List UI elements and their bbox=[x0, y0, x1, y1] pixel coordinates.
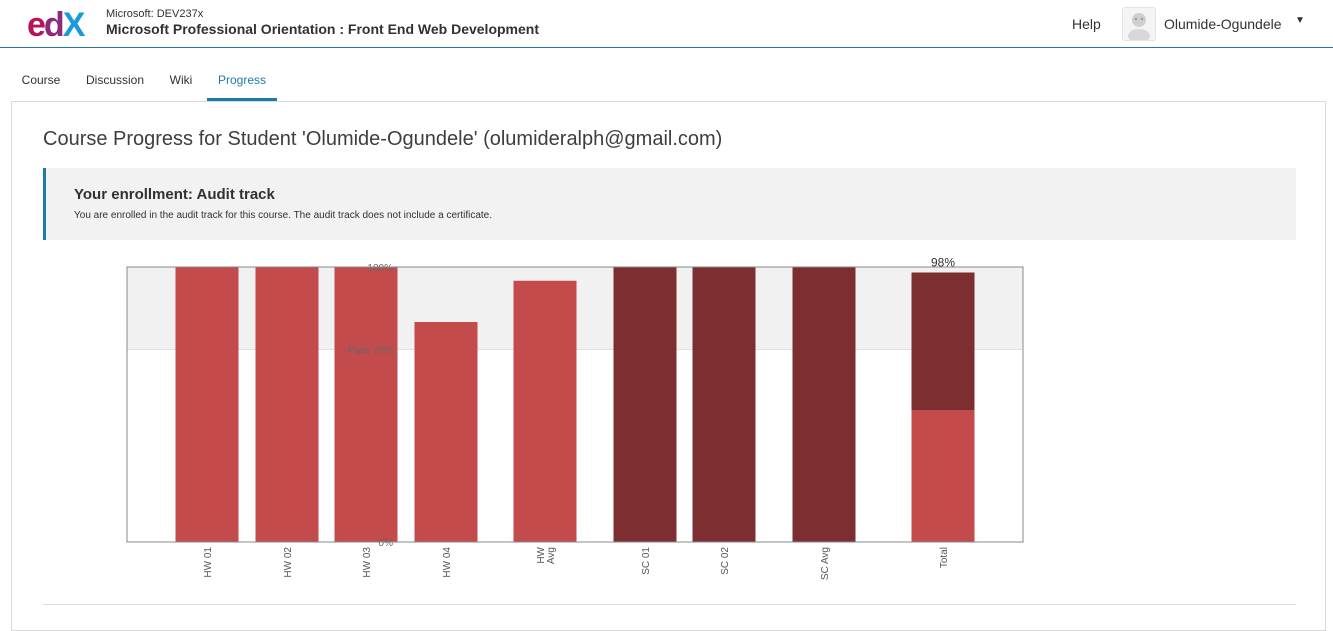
category-label-text: SC Avg bbox=[820, 547, 831, 580]
category-label-text: Avg bbox=[546, 547, 557, 564]
course-org: Microsoft: DEV237x bbox=[106, 8, 204, 20]
chevron-down-icon[interactable]: ▼ bbox=[1295, 15, 1305, 26]
help-link[interactable]: Help bbox=[1072, 16, 1101, 32]
y-tick-label: 100% bbox=[367, 263, 393, 274]
category-label: SC Avg bbox=[820, 547, 831, 580]
category-label: HW 04 bbox=[442, 547, 453, 578]
category-label: HW 03 bbox=[362, 547, 373, 578]
y-tick-label: Pass 70% bbox=[348, 346, 393, 357]
tab-progress[interactable]: Progress bbox=[207, 66, 277, 101]
category-label: HW 02 bbox=[283, 547, 294, 578]
category-label-text: HW 04 bbox=[442, 547, 453, 578]
category-label-text: Total bbox=[939, 547, 950, 568]
bar-hw-01 bbox=[175, 267, 239, 542]
bar-hw-02 bbox=[255, 267, 319, 542]
y-tick-label: 0% bbox=[379, 538, 394, 549]
category-label-text: HW bbox=[536, 546, 547, 563]
category-label-text: HW 03 bbox=[362, 547, 373, 578]
enrollment-notice: Your enrollment: Audit track You are enr… bbox=[43, 168, 1296, 240]
enrollment-text: You are enrolled in the audit track for … bbox=[74, 210, 493, 221]
bar-hw-avg bbox=[513, 280, 577, 542]
bar-sc-avg bbox=[792, 267, 856, 542]
category-label: SC 01 bbox=[641, 547, 652, 575]
plot-frame bbox=[126, 266, 1024, 543]
course-title: Microsoft Professional Orientation : Fro… bbox=[106, 21, 540, 37]
site-header: edX Microsoft: DEV237x Microsoft Profess… bbox=[0, 0, 1333, 48]
category-label-text: HW 02 bbox=[283, 547, 294, 578]
edx-logo[interactable]: edX bbox=[27, 6, 91, 40]
page-title: Course Progress for Student 'Olumide-Ogu… bbox=[43, 128, 723, 150]
bar-hw-04 bbox=[414, 322, 478, 542]
avatar[interactable] bbox=[1122, 7, 1156, 41]
category-label: HW 01 bbox=[203, 547, 214, 578]
svg-text:edX: edX bbox=[27, 6, 86, 40]
grade-chart: 98% 0% Pass 70% 100% HW 01 HW 02 HW 03 HW 04 HW A… bbox=[126, 256, 1024, 580]
divider bbox=[43, 604, 1296, 605]
category-label-text: HW 01 bbox=[203, 547, 214, 578]
tab-course[interactable]: Course bbox=[21, 73, 61, 87]
total-value-label: 98% bbox=[931, 256, 955, 270]
username[interactable]: Olumide-Ogundele bbox=[1164, 16, 1282, 32]
enrollment-title: Your enrollment: Audit track bbox=[74, 186, 275, 203]
user-avatar-icon bbox=[1128, 13, 1150, 40]
bar-total-hw bbox=[911, 410, 975, 542]
category-label: Total bbox=[939, 547, 950, 568]
bar-total-sc bbox=[911, 272, 975, 410]
bar-sc-01 bbox=[613, 267, 677, 542]
tab-discussion[interactable]: Discussion bbox=[85, 73, 145, 87]
category-label: HW Avg bbox=[536, 546, 557, 564]
category-label-text: SC 02 bbox=[720, 547, 731, 575]
bar-hw-03 bbox=[334, 267, 398, 542]
user-menu[interactable]: Olumide-Ogundele ▼ bbox=[1122, 7, 1312, 41]
category-label: SC 02 bbox=[720, 547, 731, 575]
tab-wiki[interactable]: Wiki bbox=[169, 73, 193, 87]
bar-sc-02 bbox=[692, 267, 756, 542]
category-label-text: SC 01 bbox=[641, 547, 652, 575]
